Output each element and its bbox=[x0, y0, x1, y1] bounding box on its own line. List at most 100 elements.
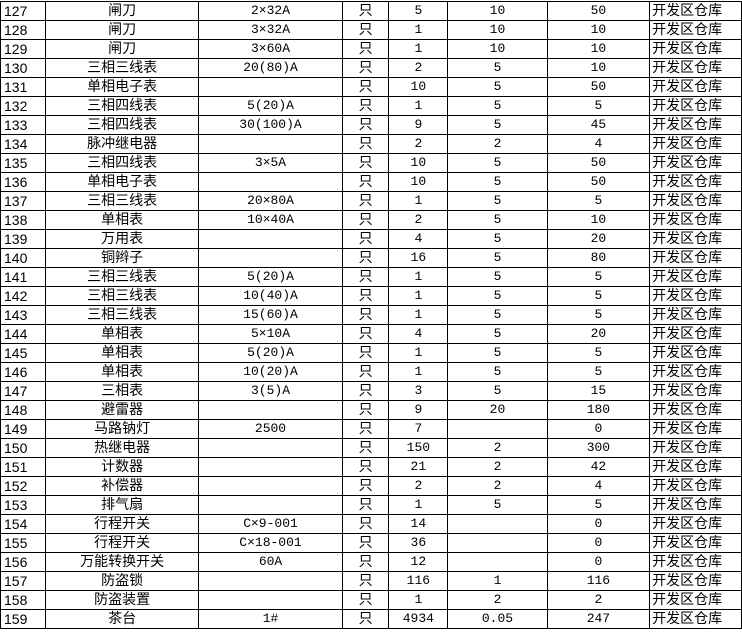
row-number-cell[interactable]: 155 bbox=[0, 533, 46, 553]
item-unit-cell[interactable]: 只 bbox=[341, 248, 390, 268]
item-quantity-cell[interactable]: 2 bbox=[388, 210, 449, 230]
item-name-cell[interactable]: 计数器 bbox=[44, 457, 200, 477]
item-amount-cell[interactable]: 4 bbox=[546, 476, 651, 496]
item-name-cell[interactable]: 行程开关 bbox=[44, 514, 200, 534]
item-quantity-cell[interactable]: 1 bbox=[388, 39, 449, 59]
item-quantity-cell[interactable]: 1 bbox=[388, 286, 449, 306]
item-price-cell[interactable]: 5 bbox=[447, 381, 548, 401]
item-amount-cell[interactable]: 50 bbox=[546, 77, 651, 97]
item-unit-cell[interactable]: 只 bbox=[341, 324, 390, 344]
item-unit-cell[interactable]: 只 bbox=[341, 58, 390, 78]
item-quantity-cell[interactable]: 9 bbox=[388, 400, 449, 420]
item-spec-cell[interactable]: 5(20)A bbox=[198, 267, 343, 287]
item-unit-cell[interactable]: 只 bbox=[341, 419, 390, 439]
row-number-cell[interactable]: 142 bbox=[0, 286, 46, 306]
item-location-cell[interactable]: 开发区仓库 bbox=[649, 305, 742, 325]
item-amount-cell[interactable]: 10 bbox=[546, 20, 651, 40]
item-amount-cell[interactable]: 20 bbox=[546, 229, 651, 249]
item-name-cell[interactable]: 闸刀 bbox=[44, 1, 200, 21]
item-spec-cell[interactable] bbox=[198, 400, 343, 420]
item-quantity-cell[interactable]: 1 bbox=[388, 495, 449, 515]
item-spec-cell[interactable]: C×9-001 bbox=[198, 514, 343, 534]
item-amount-cell[interactable]: 5 bbox=[546, 343, 651, 363]
item-spec-cell[interactable]: C×18-001 bbox=[198, 533, 343, 553]
item-amount-cell[interactable]: 50 bbox=[546, 172, 651, 192]
item-spec-cell[interactable] bbox=[198, 229, 343, 249]
item-quantity-cell[interactable]: 10 bbox=[388, 153, 449, 173]
item-name-cell[interactable]: 三相三线表 bbox=[44, 58, 200, 78]
row-number-cell[interactable]: 143 bbox=[0, 305, 46, 325]
item-quantity-cell[interactable]: 36 bbox=[388, 533, 449, 553]
item-quantity-cell[interactable]: 1 bbox=[388, 96, 449, 116]
item-price-cell[interactable]: 2 bbox=[447, 438, 548, 458]
item-name-cell[interactable]: 三相四线表 bbox=[44, 153, 200, 173]
item-amount-cell[interactable]: 80 bbox=[546, 248, 651, 268]
item-name-cell[interactable]: 三相表 bbox=[44, 381, 200, 401]
item-quantity-cell[interactable]: 1 bbox=[388, 267, 449, 287]
item-name-cell[interactable]: 单相表 bbox=[44, 343, 200, 363]
item-amount-cell[interactable]: 42 bbox=[546, 457, 651, 477]
item-name-cell[interactable]: 防盗锁 bbox=[44, 571, 200, 591]
row-number-cell[interactable]: 144 bbox=[0, 324, 46, 344]
item-location-cell[interactable]: 开发区仓库 bbox=[649, 20, 742, 40]
item-quantity-cell[interactable]: 14 bbox=[388, 514, 449, 534]
item-spec-cell[interactable]: 10×40A bbox=[198, 210, 343, 230]
item-price-cell[interactable]: 2 bbox=[447, 590, 548, 610]
item-amount-cell[interactable]: 5 bbox=[546, 191, 651, 211]
row-number-cell[interactable]: 137 bbox=[0, 191, 46, 211]
item-unit-cell[interactable]: 只 bbox=[341, 20, 390, 40]
item-price-cell[interactable]: 5 bbox=[447, 343, 548, 363]
row-number-cell[interactable]: 154 bbox=[0, 514, 46, 534]
item-quantity-cell[interactable]: 2 bbox=[388, 476, 449, 496]
item-name-cell[interactable]: 防盗装置 bbox=[44, 590, 200, 610]
item-unit-cell[interactable]: 只 bbox=[341, 476, 390, 496]
item-amount-cell[interactable]: 20 bbox=[546, 324, 651, 344]
item-name-cell[interactable]: 三相三线表 bbox=[44, 305, 200, 325]
item-location-cell[interactable]: 开发区仓库 bbox=[649, 286, 742, 306]
item-price-cell[interactable]: 10 bbox=[447, 1, 548, 21]
row-number-cell[interactable]: 158 bbox=[0, 590, 46, 610]
row-number-cell[interactable]: 140 bbox=[0, 248, 46, 268]
item-spec-cell[interactable] bbox=[198, 438, 343, 458]
item-name-cell[interactable]: 铜辫子 bbox=[44, 248, 200, 268]
item-spec-cell[interactable]: 5(20)A bbox=[198, 343, 343, 363]
item-amount-cell[interactable]: 5 bbox=[546, 362, 651, 382]
item-spec-cell[interactable] bbox=[198, 77, 343, 97]
item-name-cell[interactable]: 三相三线表 bbox=[44, 191, 200, 211]
item-unit-cell[interactable]: 只 bbox=[341, 39, 390, 59]
item-spec-cell[interactable]: 1# bbox=[198, 609, 343, 629]
row-number-cell[interactable]: 130 bbox=[0, 58, 46, 78]
item-price-cell[interactable]: 5 bbox=[447, 305, 548, 325]
item-amount-cell[interactable]: 116 bbox=[546, 571, 651, 591]
item-quantity-cell[interactable]: 2 bbox=[388, 58, 449, 78]
row-number-cell[interactable]: 134 bbox=[0, 134, 46, 154]
item-spec-cell[interactable]: 3×32A bbox=[198, 20, 343, 40]
item-unit-cell[interactable]: 只 bbox=[341, 495, 390, 515]
item-price-cell[interactable]: 5 bbox=[447, 96, 548, 116]
item-spec-cell[interactable] bbox=[198, 172, 343, 192]
item-location-cell[interactable]: 开发区仓库 bbox=[649, 267, 742, 287]
item-quantity-cell[interactable]: 3 bbox=[388, 381, 449, 401]
row-number-cell[interactable]: 129 bbox=[0, 39, 46, 59]
item-name-cell[interactable]: 单相表 bbox=[44, 210, 200, 230]
item-spec-cell[interactable]: 3×60A bbox=[198, 39, 343, 59]
item-unit-cell[interactable]: 只 bbox=[341, 305, 390, 325]
row-number-cell[interactable]: 148 bbox=[0, 400, 46, 420]
row-number-cell[interactable]: 149 bbox=[0, 419, 46, 439]
item-location-cell[interactable]: 开发区仓库 bbox=[649, 381, 742, 401]
item-name-cell[interactable]: 三相四线表 bbox=[44, 96, 200, 116]
item-name-cell[interactable]: 单相电子表 bbox=[44, 172, 200, 192]
item-amount-cell[interactable]: 50 bbox=[546, 153, 651, 173]
item-unit-cell[interactable]: 只 bbox=[341, 381, 390, 401]
item-location-cell[interactable]: 开发区仓库 bbox=[649, 191, 742, 211]
item-name-cell[interactable]: 茶台 bbox=[44, 609, 200, 629]
item-unit-cell[interactable]: 只 bbox=[341, 571, 390, 591]
item-quantity-cell[interactable]: 4934 bbox=[388, 609, 449, 629]
item-name-cell[interactable]: 单相电子表 bbox=[44, 77, 200, 97]
item-location-cell[interactable]: 开发区仓库 bbox=[649, 438, 742, 458]
item-unit-cell[interactable]: 只 bbox=[341, 343, 390, 363]
item-price-cell[interactable]: 5 bbox=[447, 153, 548, 173]
item-location-cell[interactable]: 开发区仓库 bbox=[649, 229, 742, 249]
item-spec-cell[interactable]: 15(60)A bbox=[198, 305, 343, 325]
row-number-cell[interactable]: 133 bbox=[0, 115, 46, 135]
